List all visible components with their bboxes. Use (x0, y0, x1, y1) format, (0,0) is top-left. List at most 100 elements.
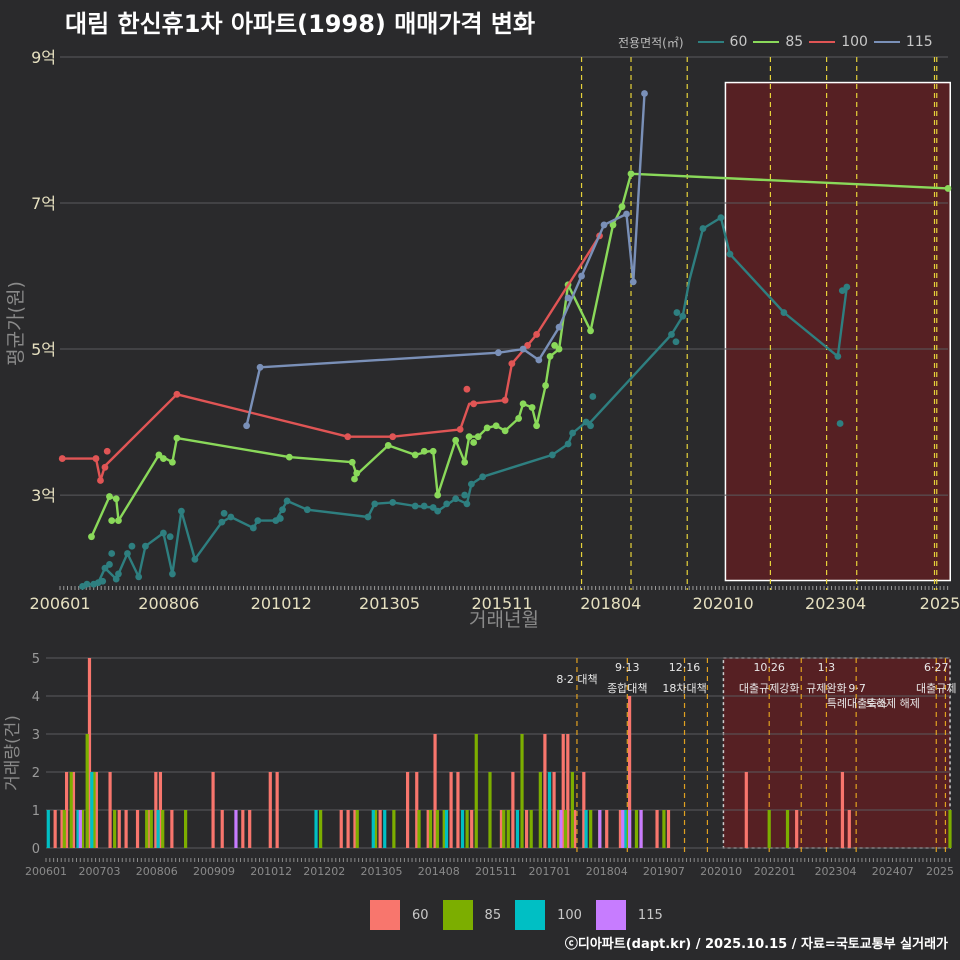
volume-bar-115 (559, 810, 563, 848)
volume-bar-60 (426, 810, 430, 848)
policy-annotation: 10·26 (753, 661, 785, 674)
bar-legend-label-115: 115 (637, 907, 663, 923)
volume-bar-60 (552, 772, 556, 848)
bar-legend: 60 85 100 115 (370, 900, 677, 930)
bar-x-tick-label: 201804 (586, 865, 628, 878)
volume-bar-85 (442, 810, 446, 848)
volume-bar-115 (639, 810, 643, 848)
data-point-115 (629, 278, 637, 286)
data-point-85 (411, 451, 419, 459)
volume-bar-100 (444, 810, 449, 848)
bar-x-tick-label: 2025 (926, 865, 954, 878)
data-point-85 (429, 447, 437, 455)
data-point-60 (589, 393, 597, 400)
volume-bar-60 (744, 772, 748, 848)
data-point-60 (668, 331, 675, 338)
bar-y-tick-label: 3 (32, 728, 40, 743)
bar-x-tick-label: 200601 (25, 865, 67, 878)
volume-bar-100 (46, 810, 50, 848)
data-point-100 (524, 342, 532, 349)
bar-legend-swatch-115 (595, 900, 626, 930)
bar-y-tick-label: 4 (32, 690, 40, 705)
legend-item-85[interactable]: 85 (753, 34, 803, 50)
data-point-60 (191, 555, 199, 563)
data-point-60 (726, 250, 734, 258)
volume-bar-85 (570, 772, 574, 848)
data-point-60 (371, 500, 379, 508)
volume-bar-85 (417, 810, 421, 848)
y-tick-label: 9억 (31, 48, 56, 67)
data-point-115 (494, 349, 502, 357)
y-axis-title: 평균가(원) (5, 281, 27, 366)
volume-bar-85 (529, 810, 533, 848)
volume-bar-60 (211, 772, 215, 848)
line-legend: 전용면적(㎡) 60 85 100 115 (618, 31, 933, 53)
y-tick-label: 7억 (31, 194, 56, 213)
data-point-85 (155, 451, 163, 459)
data-point-85 (465, 433, 473, 441)
x-tick-label: 201511 (471, 594, 532, 613)
volume-bar-60 (470, 810, 474, 848)
legend-label-100: 100 (841, 34, 868, 50)
data-point-100 (92, 455, 100, 462)
bar-x-tick-label: 201408 (418, 865, 460, 878)
volume-bar-60 (135, 810, 140, 848)
volume-bar-100 (371, 810, 375, 848)
data-point-85 (587, 327, 594, 335)
data-point-60 (461, 491, 469, 499)
data-point-115 (243, 422, 250, 430)
data-point-60 (479, 473, 487, 481)
data-point-85 (542, 382, 549, 389)
bar-legend-label-100: 100 (557, 907, 582, 923)
data-point-85 (533, 422, 540, 430)
data-point-60 (254, 517, 262, 525)
volume-bar-100 (515, 810, 520, 848)
data-point-100 (344, 433, 352, 441)
data-point-60 (124, 550, 131, 557)
volume-bar-85 (373, 810, 378, 848)
legend-item-115[interactable]: 115 (873, 34, 933, 50)
data-point-85 (492, 422, 500, 430)
data-point-85 (106, 493, 113, 500)
volume-bar-60 (795, 810, 799, 848)
volume-bar-60 (53, 810, 57, 848)
policy-annotation: 18차대책 (662, 682, 706, 695)
legend-swatch-85 (753, 41, 780, 43)
volume-bar-60 (124, 810, 128, 848)
data-point-85 (348, 458, 356, 466)
data-point-100 (101, 463, 109, 471)
data-point-100 (97, 477, 104, 484)
volume-bar-85 (785, 810, 790, 848)
bar-highlight-region (722, 657, 951, 849)
bar-legend-item-100[interactable]: 100 (515, 900, 582, 930)
volume-bar-60 (248, 810, 252, 848)
data-point-60 (429, 504, 437, 511)
legend-swatch-100 (809, 41, 836, 43)
volume-bar-85 (634, 810, 639, 848)
volume-bar-60 (71, 772, 76, 848)
data-point-60 (468, 480, 475, 488)
volume-bar-60 (346, 810, 350, 848)
bar-y-tick-label: 5 (32, 652, 40, 667)
data-point-85 (551, 342, 558, 349)
bar-x-tick-label: 202010 (700, 865, 742, 878)
legend-item-100[interactable]: 100 (809, 34, 868, 50)
legend-item-60[interactable]: 60 (697, 34, 747, 50)
bar-y-tick-label: 2 (32, 766, 40, 781)
volume-bar-60 (154, 772, 158, 848)
bar-legend-item-115[interactable]: 115 (595, 900, 663, 930)
data-point-60 (101, 564, 109, 572)
volume-bar-85 (435, 810, 439, 848)
bar-y-tick-label: 0 (32, 842, 40, 857)
volume-bar-60 (117, 810, 121, 848)
data-point-115 (519, 345, 527, 353)
data-point-60 (587, 422, 594, 430)
bar-legend-swatch-85 (442, 900, 473, 930)
bar-legend-swatch-100 (515, 900, 546, 930)
bar-legend-item-85[interactable]: 85 (442, 900, 501, 930)
data-point-85 (160, 455, 167, 462)
bar-legend-item-60[interactable]: 60 (370, 900, 429, 930)
policy-annotation: 규제완화 (806, 682, 846, 695)
data-point-85 (461, 458, 469, 466)
volume-bar-100 (460, 810, 465, 848)
